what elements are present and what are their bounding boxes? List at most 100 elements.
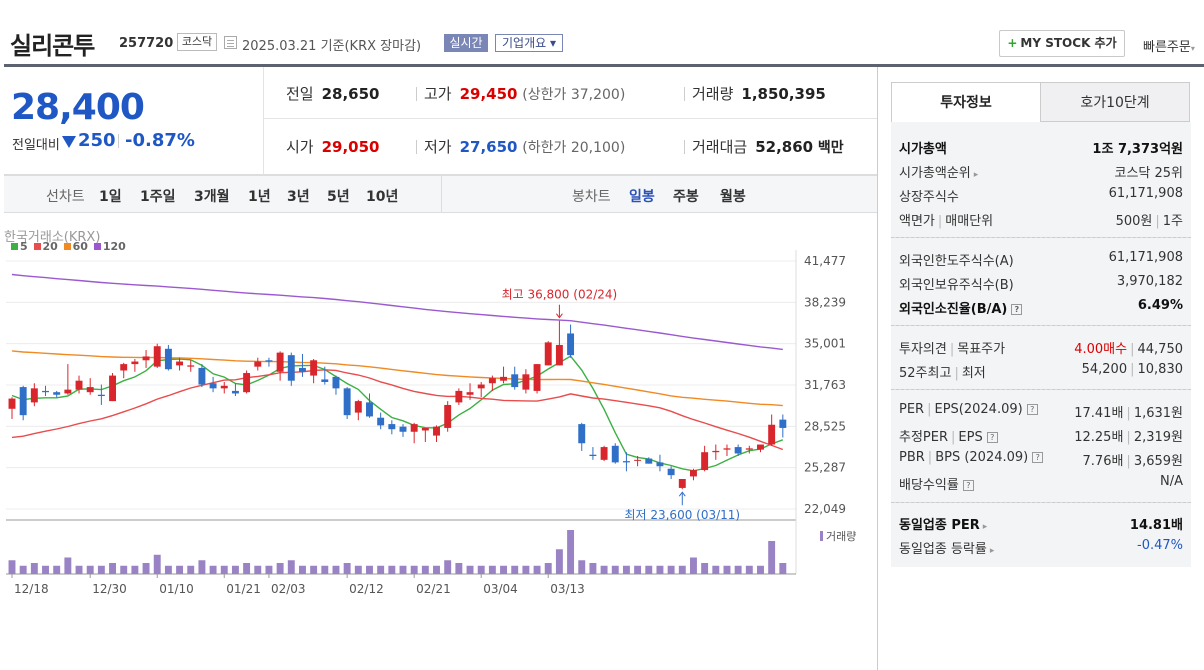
diff-label: 전일대비 bbox=[12, 138, 60, 153]
volume-bar bbox=[243, 563, 251, 574]
company-overview-label: 기업개요 bbox=[501, 36, 547, 50]
sector-rate-row[interactable]: 동일업종 등락률 ▸ -0.47% bbox=[899, 536, 1183, 558]
candle-body bbox=[701, 452, 709, 471]
tab-orderbook[interactable]: 호가10단계 bbox=[1040, 82, 1190, 122]
trade-unit-value: 1주 bbox=[1162, 214, 1183, 229]
candle-body bbox=[768, 424, 776, 445]
candle-body bbox=[86, 387, 94, 393]
add-mystock-button[interactable]: + MY STOCK 추가 bbox=[999, 30, 1125, 57]
realtime-button[interactable]: 실시간 bbox=[444, 34, 488, 52]
tab-1w[interactable]: 1주일 bbox=[140, 189, 176, 205]
bps-label: BPS (2024.09) bbox=[935, 450, 1029, 465]
volume-bar bbox=[153, 554, 161, 574]
candle-body bbox=[254, 361, 262, 367]
candle-body bbox=[30, 388, 38, 403]
trade-amount: 거래대금 52,860 백만 bbox=[692, 136, 844, 157]
volume-bar bbox=[723, 565, 731, 574]
week52-row: 52주최고 | 최저 54,200 | 10,830 bbox=[899, 362, 1183, 381]
tab-3m[interactable]: 3개월 bbox=[194, 189, 230, 205]
quick-order-label: 빠른주문 bbox=[1143, 40, 1191, 55]
opinion-row: 투자의견 | 목표주가 4.00매수 | 44,750 bbox=[899, 342, 1183, 357]
candle-body bbox=[589, 454, 597, 457]
volume-bar bbox=[298, 565, 306, 574]
tab-3y[interactable]: 3년 bbox=[287, 189, 310, 205]
stock-name: 실리콘투 bbox=[10, 32, 95, 60]
help-icon[interactable]: ? bbox=[986, 432, 998, 443]
volume-bar bbox=[109, 563, 117, 574]
amount-unit: 백만 bbox=[817, 140, 844, 156]
tab-5y[interactable]: 5년 bbox=[327, 189, 350, 205]
candle-body bbox=[656, 462, 664, 467]
quick-order-button[interactable]: 빠른주문▾ bbox=[1143, 36, 1195, 55]
candle-body bbox=[19, 387, 27, 416]
tab-10y[interactable]: 10년 bbox=[366, 189, 399, 205]
candle-body bbox=[622, 461, 630, 463]
par-value: 500원 bbox=[1115, 214, 1153, 229]
volume-bar bbox=[779, 563, 787, 574]
candle-body bbox=[757, 444, 764, 450]
help-icon[interactable]: ? bbox=[962, 480, 974, 491]
candle-body bbox=[164, 348, 172, 370]
high-annotation: 최고 36,800 (02/24) bbox=[502, 288, 618, 302]
ma120-line bbox=[11, 273, 783, 351]
divider bbox=[416, 140, 417, 154]
bps-value: 3,659원 bbox=[1133, 454, 1183, 469]
candle-body bbox=[276, 352, 284, 372]
price-chart[interactable]: 41,477 38,239 35,001 31,763 28,525 25,287 22,0… bbox=[0, 0, 877, 670]
tab-monthly[interactable]: 월봉 bbox=[720, 189, 746, 205]
help-icon[interactable]: ? bbox=[1011, 304, 1023, 315]
shares-value: 61,171,908 bbox=[1108, 186, 1183, 201]
candle-body bbox=[8, 398, 16, 409]
candle-body bbox=[97, 394, 105, 397]
info-tabs: 투자정보 호가10단계 bbox=[891, 82, 1191, 122]
current-price: 28,400 bbox=[11, 87, 145, 128]
sector-per-row[interactable]: 동일업종 PER ▸ 14.81배 bbox=[899, 512, 1183, 534]
volume-bar bbox=[567, 530, 575, 574]
chevron-right-icon: ▸ bbox=[989, 546, 995, 556]
volume-bar bbox=[734, 565, 742, 574]
mcap-rank-row[interactable]: 시가총액순위 ▸ 코스닥 25위 bbox=[899, 160, 1183, 182]
est-per-label: 추정PER bbox=[899, 430, 949, 445]
candle-body bbox=[410, 424, 418, 432]
candle-body bbox=[231, 390, 239, 394]
ma5-line bbox=[11, 355, 784, 472]
tab-weekly[interactable]: 주봉 bbox=[673, 189, 699, 205]
price-diff: 250 bbox=[78, 130, 116, 151]
volume-bar bbox=[254, 565, 262, 574]
down-triangle-icon bbox=[62, 136, 76, 148]
mcap-rank-value: 코스닥 25위 bbox=[1114, 166, 1183, 181]
prev-close-label: 전일 bbox=[286, 85, 314, 103]
volume-bar bbox=[757, 565, 764, 574]
est-per-row: 추정PER | EPS? 12.25배 | 2,319원 bbox=[899, 430, 1183, 445]
ma60-swatch bbox=[63, 243, 71, 250]
pbr-row: PBR | BPS (2024.09)? 7.76배 | 3,659원 bbox=[899, 450, 1183, 469]
x-tick-label: 03/04 bbox=[483, 582, 518, 596]
divider bbox=[684, 140, 685, 154]
info-panel: 투자정보 호가10단계 시가총액 1조 7,373억원 시가총액순위 ▸ 코스닥 25… bbox=[877, 67, 1204, 670]
candle-body bbox=[779, 419, 787, 428]
ma120-label: 120 bbox=[102, 240, 126, 253]
company-overview-button[interactable]: 기업개요 ▾ bbox=[495, 34, 563, 52]
volume-bar bbox=[611, 565, 619, 574]
volume-bar bbox=[120, 565, 128, 574]
help-icon[interactable]: ? bbox=[1026, 404, 1038, 415]
eps-label: EPS(2024.09) bbox=[934, 402, 1023, 417]
volume-bar bbox=[287, 560, 295, 574]
candle-body bbox=[555, 344, 563, 366]
volume-bar bbox=[97, 565, 105, 574]
x-tick-label: 12/18 bbox=[14, 582, 49, 596]
help-icon[interactable]: ? bbox=[1032, 452, 1044, 463]
tab-1y[interactable]: 1년 bbox=[248, 189, 271, 205]
tab-1d[interactable]: 1일 bbox=[99, 189, 122, 205]
foreign-rate-row: 외국인소진율(B/A)? 6.49% bbox=[899, 296, 1183, 318]
candle-body bbox=[220, 385, 228, 389]
stock-header: 실리콘투 257720 코스닥 2025.03.21 기준(KRX 장마감) 실… bbox=[0, 0, 1204, 64]
tab-daily[interactable]: 일봉 bbox=[629, 189, 655, 205]
mcap-rank-label: 시가총액순위 bbox=[899, 166, 971, 181]
volume-bar bbox=[19, 565, 27, 574]
tab-investment-info[interactable]: 투자정보 bbox=[891, 82, 1041, 122]
candle-body bbox=[287, 355, 295, 381]
volume-bar bbox=[53, 565, 61, 574]
pbr-label: PBR bbox=[899, 450, 925, 465]
base-date: 2025.03.21 기준(KRX 장마감) bbox=[242, 39, 422, 54]
